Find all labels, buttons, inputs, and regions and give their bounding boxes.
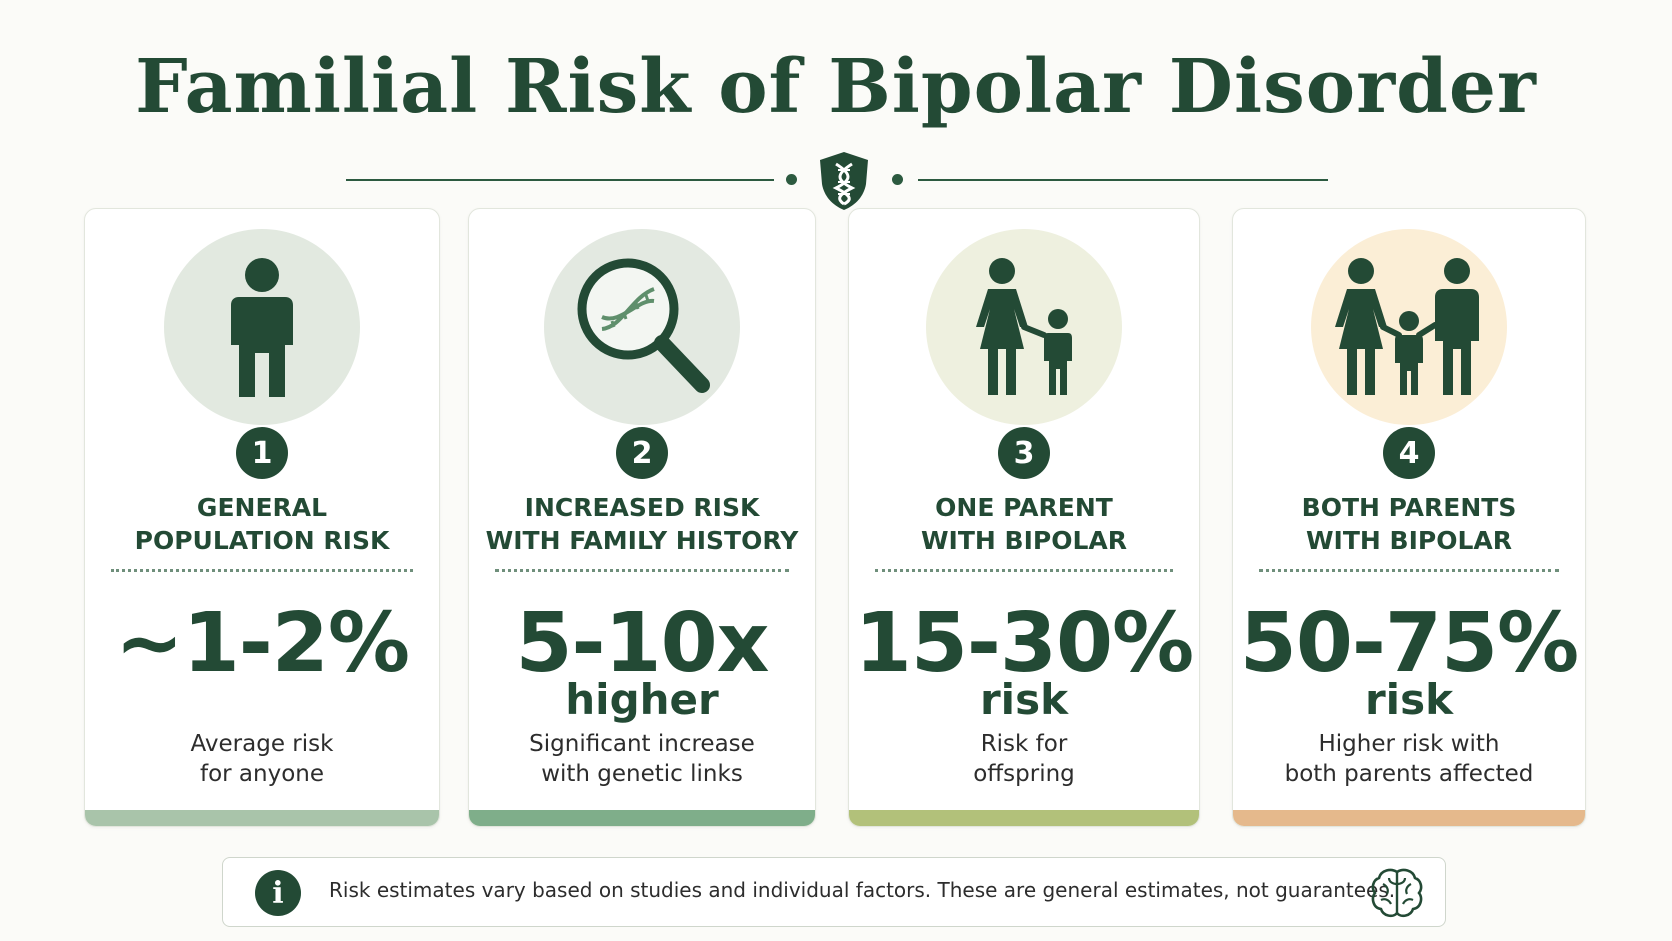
- card-description: Average risk for anyone: [95, 729, 429, 789]
- card-description: Significant increase with genetic links: [479, 729, 805, 789]
- risk-unit: higher: [565, 675, 719, 724]
- card-accent-bar: [469, 810, 815, 826]
- card-icon-circle: [926, 229, 1122, 425]
- heading-line: GENERAL: [196, 493, 328, 522]
- family-icon: [1335, 258, 1479, 395]
- description-line: Higher risk with: [1318, 731, 1500, 757]
- page-title: Familial Risk of Bipolar Disorder: [135, 44, 1537, 130]
- step-number-badge: 2: [616, 427, 668, 479]
- heading-line: WITH BIPOLAR: [920, 526, 1128, 555]
- title-divider: [0, 150, 1672, 210]
- description-line: both parents affected: [1284, 761, 1534, 787]
- person-icon: [231, 258, 293, 397]
- card-heading: ONE PARENT WITH BIPOLAR: [859, 491, 1189, 557]
- risk-unit: risk: [1364, 675, 1454, 724]
- divider-line-left: [346, 179, 774, 181]
- risk-value: 5-10x: [515, 596, 769, 691]
- risk-card-both-parents: 4 BOTH PARENTS WITH BIPOLAR 50-75% risk …: [1232, 208, 1586, 827]
- card-description: Higher risk with both parents affected: [1243, 729, 1575, 789]
- dna-shield-icon: [820, 152, 868, 210]
- risk-value: ~1-2%: [114, 596, 410, 691]
- description-line: Risk for: [980, 731, 1068, 757]
- heading-line: INCREASED RISK: [524, 493, 760, 522]
- description-line: for anyone: [199, 761, 325, 787]
- card-icon-circle: [1311, 229, 1507, 425]
- risk-unit: risk: [979, 675, 1069, 724]
- disclaimer-note: i Risk estimates vary based on studies a…: [222, 857, 1446, 927]
- step-number-badge: 4: [1383, 427, 1435, 479]
- risk-value: 15-30%: [854, 596, 1194, 691]
- step-number-badge: 3: [998, 427, 1050, 479]
- heading-line: POPULATION RISK: [134, 526, 390, 555]
- description-line: offspring: [973, 761, 1075, 787]
- card-heading: BOTH PARENTS WITH BIPOLAR: [1243, 491, 1575, 557]
- heading-line: BOTH PARENTS: [1301, 493, 1517, 522]
- card-description: Risk for offspring: [859, 729, 1189, 789]
- dotted-separator: [1259, 569, 1559, 572]
- divider-dot-left: [786, 174, 797, 185]
- heading-line: WITH FAMILY HISTORY: [485, 526, 799, 555]
- disclaimer-text: Risk estimates vary based on studies and…: [329, 878, 1396, 902]
- parent-child-icon: [976, 258, 1072, 395]
- magnifier-dna-icon: [577, 258, 710, 393]
- card-icon-circle: [164, 229, 360, 425]
- heading-line: WITH BIPOLAR: [1305, 526, 1513, 555]
- description-line: Significant increase: [529, 731, 755, 757]
- card-accent-bar: [1233, 810, 1585, 826]
- risk-card-one-parent: 3 ONE PARENT WITH BIPOLAR 15-30% risk Ri…: [848, 208, 1200, 827]
- dotted-separator: [111, 569, 413, 572]
- card-heading: GENERAL POPULATION RISK: [95, 491, 429, 557]
- risk-value: 50-75%: [1239, 596, 1579, 691]
- brain-icon: [1371, 868, 1423, 918]
- divider-dot-right: [892, 174, 903, 185]
- step-number-badge: 1: [236, 427, 288, 479]
- risk-card-general: 1 GENERAL POPULATION RISK ~1-2% Average …: [84, 208, 440, 827]
- description-line: with genetic links: [541, 761, 743, 787]
- card-heading: INCREASED RISK WITH FAMILY HISTORY: [479, 491, 805, 557]
- info-icon: i: [255, 870, 301, 916]
- risk-card-family-history: 2 INCREASED RISK WITH FAMILY HISTORY 5-1…: [468, 208, 816, 827]
- dotted-separator: [875, 569, 1173, 572]
- card-icon-circle: [544, 229, 740, 425]
- dotted-separator: [495, 569, 789, 572]
- card-accent-bar: [849, 810, 1199, 826]
- heading-line: ONE PARENT: [935, 493, 1113, 522]
- description-line: Average risk: [190, 731, 334, 757]
- card-accent-bar: [85, 810, 439, 826]
- divider-line-right: [918, 179, 1328, 181]
